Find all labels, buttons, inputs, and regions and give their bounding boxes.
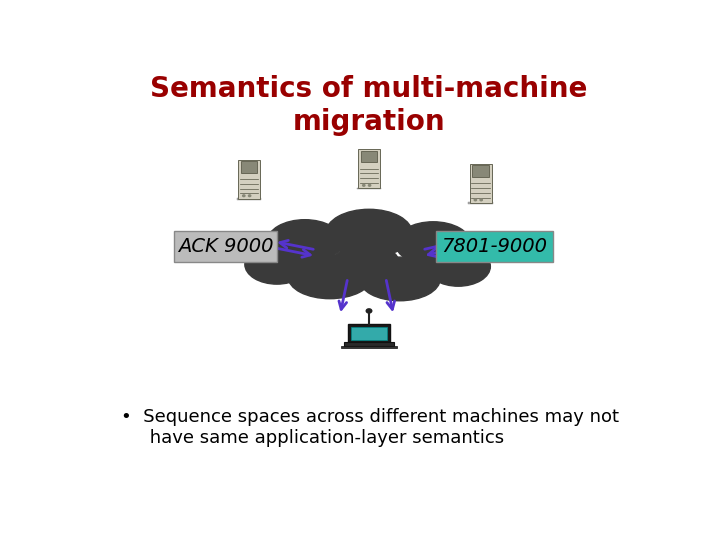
Text: •  Sequence spaces across different machines may not
     have same application-: • Sequence spaces across different machi… <box>121 408 618 447</box>
FancyBboxPatch shape <box>357 188 381 190</box>
Ellipse shape <box>288 255 372 299</box>
Text: Semantics of multi-machine
migration: Semantics of multi-machine migration <box>150 75 588 136</box>
Ellipse shape <box>426 247 490 286</box>
FancyBboxPatch shape <box>344 342 394 346</box>
Ellipse shape <box>333 244 400 285</box>
Circle shape <box>243 195 245 197</box>
FancyBboxPatch shape <box>241 161 257 173</box>
Text: ACK 9000: ACK 9000 <box>178 237 274 256</box>
Circle shape <box>363 185 365 186</box>
Circle shape <box>480 199 482 201</box>
FancyBboxPatch shape <box>358 150 380 188</box>
FancyBboxPatch shape <box>469 202 492 204</box>
Circle shape <box>248 195 251 197</box>
FancyBboxPatch shape <box>237 198 261 200</box>
FancyBboxPatch shape <box>361 151 377 163</box>
Ellipse shape <box>267 220 343 264</box>
FancyBboxPatch shape <box>341 346 397 348</box>
FancyBboxPatch shape <box>469 164 492 203</box>
Circle shape <box>369 185 371 186</box>
FancyBboxPatch shape <box>174 231 277 262</box>
Circle shape <box>366 309 372 313</box>
FancyBboxPatch shape <box>348 324 390 342</box>
Ellipse shape <box>325 210 413 257</box>
FancyBboxPatch shape <box>436 231 553 262</box>
FancyBboxPatch shape <box>238 160 260 199</box>
Circle shape <box>474 199 477 201</box>
Ellipse shape <box>359 257 440 301</box>
Ellipse shape <box>395 222 471 266</box>
Text: 7801-9000: 7801-9000 <box>441 237 547 256</box>
FancyBboxPatch shape <box>472 165 489 177</box>
Ellipse shape <box>245 245 309 284</box>
FancyBboxPatch shape <box>351 327 387 340</box>
